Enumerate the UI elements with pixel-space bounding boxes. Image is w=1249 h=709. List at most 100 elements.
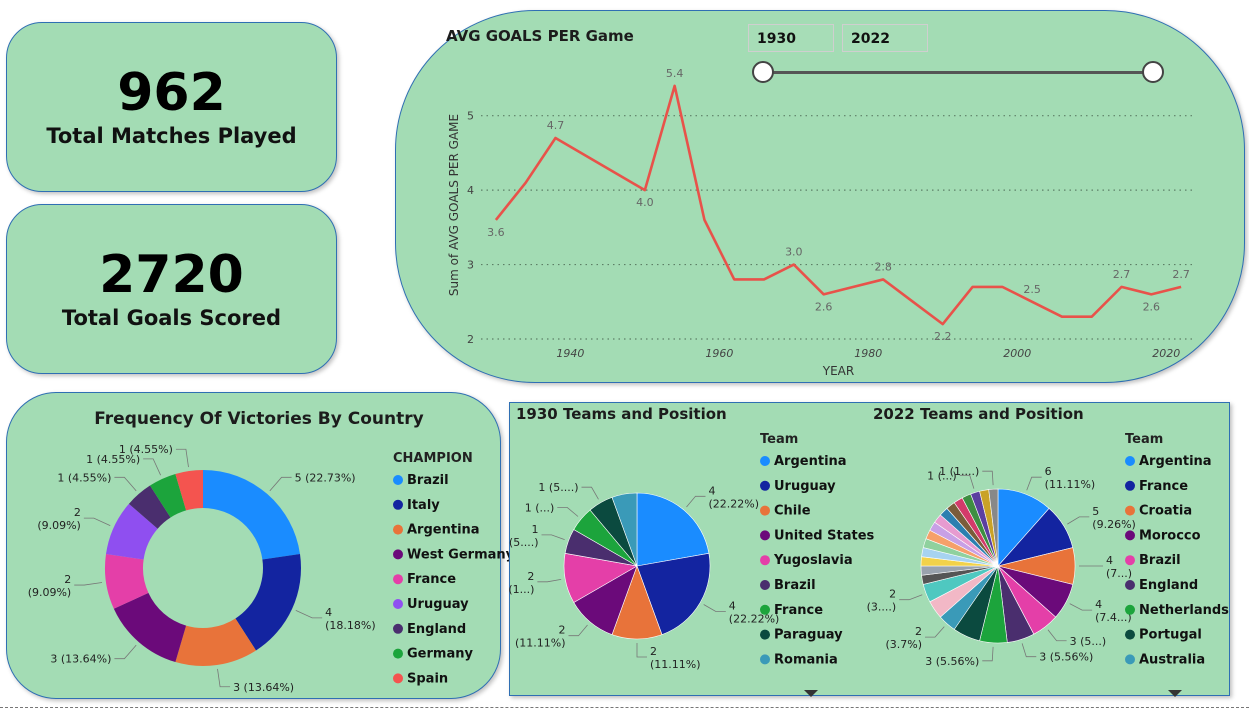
data-label: 5.4 [666,67,684,80]
chevron-down-icon[interactable] [804,690,818,697]
year-slider-end-handle[interactable] [1142,61,1164,83]
donut-data-label: 1 (4.55%) [57,471,111,484]
pie-1930-legend-marker [760,555,770,566]
pie-2022-title: 2022 Teams and Position [873,405,1084,423]
pie-2022-legend-marker [1125,555,1135,566]
y-tick-label: 2 [467,333,474,346]
pie-1930-data-label: 2 (1...) [508,570,534,596]
donut-leader-line [143,458,161,476]
y-tick-label: 4 [467,184,474,197]
pie-1930-legend-item: Paraguay [774,628,843,643]
pie-1930-legend-marker [760,480,770,491]
pie-1930-leader-line [636,643,647,658]
pie-2022-leader-line [982,646,994,662]
pie-2022-leader-line [982,470,994,486]
pie-2022-legend-marker [1125,580,1135,590]
pie-1930-slice [611,492,638,567]
donut-legend-item: England [407,622,466,637]
pie-2022-leader-line [925,626,945,638]
avg-goals-line-chart: 2 3 4 5 1940 1960 1980 2000 2020 YEAR Sum of AVG G… [447,67,1196,378]
pie-1930-data-label: 1 (5....) [538,481,578,494]
victories-donut-chart: Frequency Of Victories By Country 5 (22.7… [28,409,515,694]
pie-1930-legend-marker [760,456,770,466]
data-label: 3.6 [487,226,505,239]
pie-1930-leader-line [541,534,565,541]
donut-slice [113,592,187,663]
pie-2022-legend-item: Morocco [1139,528,1201,543]
pie-1930-legend-title: Team [760,432,798,447]
donut-legend-item: Spain [407,671,448,686]
total-matches-card: 962 Total Matches Played [6,22,337,192]
year-slider-start-handle[interactable] [752,61,774,83]
victories-card: Frequency Of Victories By Country 5 (22.7… [6,392,515,699]
donut-data-label: 3 (13.64%) [50,653,111,666]
donut-legend-marker [393,623,403,634]
pie-1930-legend-item: Brazil [774,578,816,593]
donut-leader-line [83,517,111,526]
pie-1930-legend-item: Yugoslavia [773,553,853,568]
donut-slice [175,470,203,511]
pie-2022-data-label: 2 (3.7%) [885,625,922,651]
total-goals-value: 2720 [99,244,244,305]
data-label: 4.0 [636,196,654,209]
teams-position-card: 1930 Teams and Position 2022 Teams and Po… [508,402,1230,696]
data-label: 2.2 [934,330,952,343]
x-tick-label: 2020 [1152,347,1180,360]
pie-2022-leader-line [1069,603,1093,611]
donut-legend-marker [393,673,403,684]
pie-1930-legend-marker [760,654,770,665]
pie-2022-legend-item: England [1139,578,1198,593]
donut-data-label: 3 (13.64%) [233,681,294,694]
pie-2022-data-label: 1 (...) [927,469,957,482]
x-axis-label: YEAR [822,364,854,378]
donut-legend-marker [393,599,403,609]
pie-2022-data-label: 5 (9.26%) [1092,505,1136,531]
data-label: 3.0 [785,246,803,259]
year-end-input[interactable]: 2022 [842,24,928,52]
page-divider [0,707,1249,708]
x-tick-label: 2000 [1003,347,1031,360]
teams-position-pie-charts: 1930 Teams and Position 2022 Teams and Po… [508,405,1229,671]
data-label: 4.7 [547,119,565,132]
y-tick-label: 3 [467,259,474,272]
donut-leader-line [295,610,323,619]
total-matches-value: 962 [117,62,226,123]
donut-legend-item: Germany [407,647,473,662]
year-start-input[interactable]: 1930 [748,24,834,52]
pie-2022-legend-item: Australia [1139,652,1205,667]
pie-2022-leader-line [899,594,923,601]
pie-2022-legend-marker [1125,604,1135,615]
donut-data-label: 1 (4.55%) [119,443,173,456]
pie-2022-legend-marker [1125,456,1135,466]
total-goals-card: 2720 Total Goals Scored [6,204,337,374]
donut-legend-item: Brazil [407,473,449,488]
pie-2022-data-label: 4 (7...) [1106,554,1132,580]
pie-2022-legend-marker [1125,654,1135,665]
x-tick-label: 1960 [705,347,733,360]
pie-2022-legend-item: Argentina [1139,454,1212,469]
donut-legend-item: West Germany [407,547,515,562]
y-tick-label: 5 [467,110,474,123]
donut-leader-line [269,476,292,492]
data-label: 2.6 [1143,300,1161,313]
donut-data-label: 5 (22.73%) [295,471,356,484]
donut-data-label: 1 (4.55%) [86,453,140,466]
donut-legend-marker [393,499,403,510]
pie-2022-data-label: 2 (3....) [867,588,897,614]
pie-1930-legend-item: Argentina [774,454,847,469]
donut-legend-marker [393,524,403,535]
pie-2022-leader-line [1021,643,1037,658]
year-slider-track[interactable] [762,71,1154,74]
donut-slice [203,470,301,560]
chevron-down-icon[interactable] [1168,690,1182,697]
pie-2022-legend-marker [1125,480,1135,491]
donut-legend-item: France [407,572,456,587]
pie-2022-data-label: 1 (1....) [939,465,979,478]
pie-1930-slice [636,492,710,567]
donut-leader-line [175,448,189,468]
pie-1930-legend-marker [760,629,770,640]
donut-legend-title: CHAMPION [393,451,473,466]
pie-1930-legend-marker [760,530,770,541]
donut-legend-item: Italy [407,498,440,513]
pie-1930-legend-marker [760,580,770,590]
